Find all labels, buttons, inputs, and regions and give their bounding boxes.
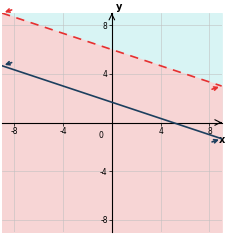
Text: y: y: [115, 2, 121, 12]
Text: x: x: [218, 135, 225, 145]
Text: 0: 0: [98, 131, 103, 140]
